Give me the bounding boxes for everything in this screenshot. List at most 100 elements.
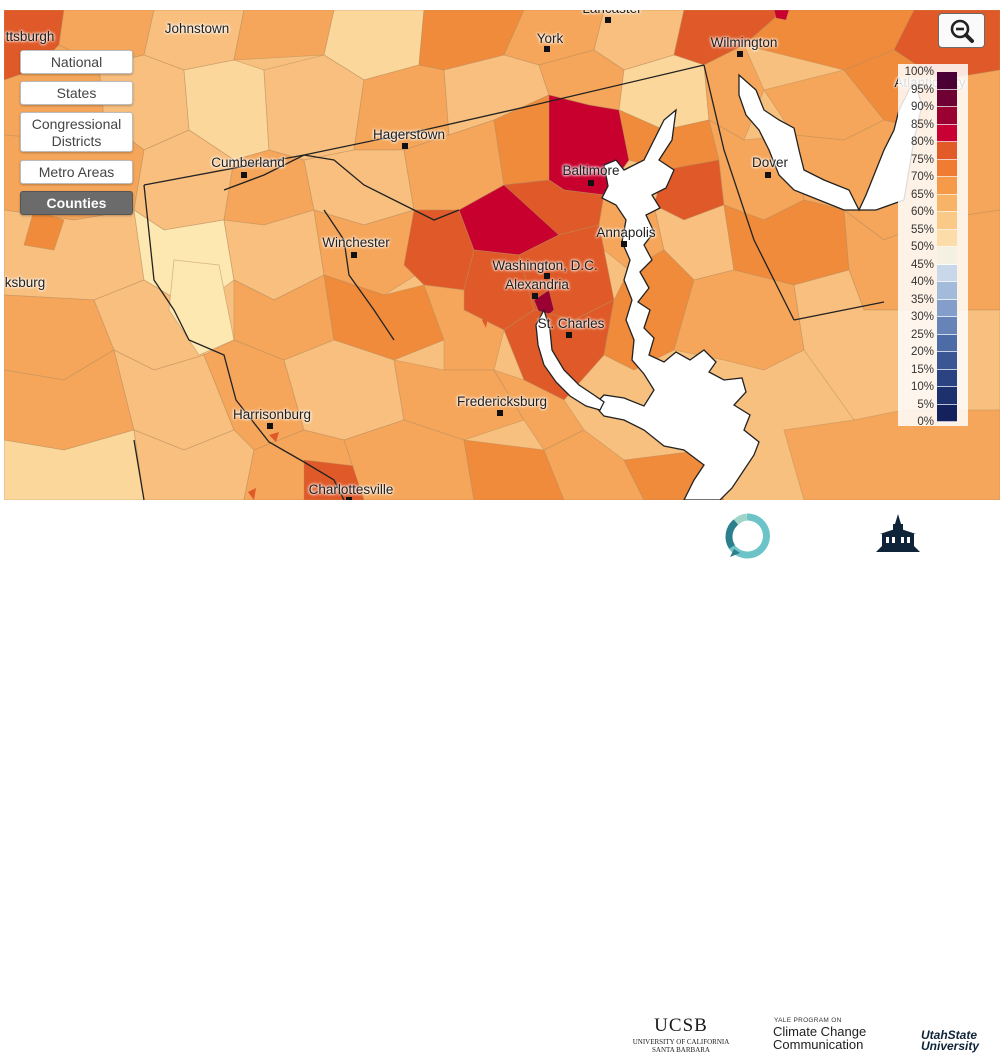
legend-label: 10%	[910, 381, 934, 393]
footer: UCSB UNIVERSITY OF CALIFORNIA SANTA BARB…	[0, 500, 1000, 1054]
legend-swatch	[937, 107, 957, 125]
md-wv-border	[223, 154, 460, 221]
legend-label: 40%	[910, 276, 934, 288]
pa-md-border	[143, 64, 705, 186]
legend-label: 65%	[910, 188, 934, 201]
legend-swatch	[937, 264, 957, 282]
legend-swatch	[937, 72, 957, 90]
geo-button-national[interactable]: National	[20, 50, 133, 74]
chesapeake-bay	[593, 108, 760, 500]
legend-swatch	[937, 159, 957, 177]
zoom-out-button[interactable]	[938, 13, 985, 48]
county-layer	[4, 10, 1000, 500]
city-marker	[737, 51, 743, 57]
wv-va-border	[143, 184, 345, 500]
legend-swatch	[937, 212, 957, 230]
legend-label: 85%	[910, 118, 934, 131]
usu-old-main-logo-icon	[876, 514, 920, 552]
legend-label: 90%	[910, 101, 934, 113]
city-marker	[402, 143, 408, 149]
legend-label: 30%	[910, 311, 934, 323]
yale-program-label: YALE PROGRAM ON	[774, 1017, 842, 1024]
county	[773, 10, 790, 21]
county	[673, 269, 805, 371]
geo-button-states[interactable]: States	[20, 81, 133, 105]
md-de-border	[703, 64, 795, 321]
state-borders	[133, 64, 885, 500]
city-marker	[544, 273, 550, 279]
ucsb-subtitle-line1: UNIVERSITY OF CALIFORNIA	[632, 1038, 730, 1046]
city-marker	[621, 241, 627, 247]
legend-label: 70%	[910, 171, 934, 183]
geo-button-congressional-districts[interactable]: Congressional Districts	[20, 112, 133, 152]
legend-label: 75%	[910, 153, 934, 166]
county	[4, 209, 145, 301]
de-border-south	[793, 301, 885, 321]
city-marker	[566, 332, 572, 338]
county	[482, 316, 488, 328]
legend-label: 25%	[910, 328, 934, 341]
usu-name-line1: UtahState	[921, 1028, 978, 1042]
usu-name-line2: University	[921, 1039, 980, 1053]
city-marker	[241, 172, 247, 178]
legend-swatch	[937, 229, 957, 247]
legend-label: 20%	[910, 346, 934, 358]
yale-program-name: Climate Change Communication	[773, 1025, 866, 1051]
legend-label: 5%	[917, 398, 934, 411]
color-legend: 100% 95% 90% 85% 80% 75% 70% 65% 60% 55% 50% 45% 40%…	[898, 64, 968, 428]
legend-swatch	[937, 142, 957, 160]
yale-name-line2: Communication	[773, 1037, 864, 1052]
legend-swatch	[937, 177, 957, 195]
city-marker	[765, 172, 771, 178]
legend-label: 0%	[917, 416, 934, 428]
potomac-river	[535, 308, 605, 411]
county	[263, 54, 365, 161]
legend-swatch	[937, 387, 957, 405]
legend-label: 100%	[904, 66, 934, 78]
legend-label: 15%	[910, 363, 934, 376]
city-marker	[267, 423, 273, 429]
geo-button-metro-areas[interactable]: Metro Areas	[20, 160, 133, 184]
yale-name-line1: Climate Change	[773, 1024, 867, 1039]
county	[23, 209, 65, 251]
ucsb-logo-subtitle: UNIVERSITY OF CALIFORNIA SANTA BARBARA	[622, 1038, 740, 1054]
county	[783, 409, 1000, 500]
water-layer	[535, 73, 923, 500]
legend-swatch	[937, 352, 957, 370]
choropleth-map[interactable]: JohnstownLancasterYorkWilmingtonHagersto…	[4, 10, 1000, 500]
legend-swatch	[937, 247, 957, 265]
legend-swatch	[937, 299, 957, 317]
legend-label: 50%	[910, 241, 934, 253]
wv-va-border-2	[323, 209, 395, 341]
city-marker	[605, 17, 611, 23]
legend-label: 80%	[910, 136, 934, 148]
legend-swatch	[937, 317, 957, 335]
county	[248, 488, 256, 500]
legend-swatch	[937, 334, 957, 352]
legend-label: 45%	[910, 258, 934, 271]
city-marker	[351, 252, 357, 258]
va-border-west	[133, 439, 145, 500]
zoom-out-icon	[950, 19, 974, 43]
legend-label: 35%	[910, 293, 934, 306]
county-map-svg[interactable]	[4, 10, 1000, 500]
city-marker	[346, 497, 352, 500]
county	[233, 10, 335, 61]
county	[269, 432, 279, 442]
city-marker	[544, 46, 550, 52]
city-marker	[497, 410, 503, 416]
legend-swatch	[937, 124, 957, 142]
legend-swatch	[937, 404, 957, 422]
legend-swatch	[937, 194, 957, 212]
city-marker	[588, 180, 594, 186]
county	[463, 439, 565, 500]
geo-button-counties[interactable]: Counties	[20, 191, 133, 215]
ucsb-logo-title: UCSB	[654, 1015, 708, 1036]
legend-label: 55%	[910, 223, 934, 236]
yale-climate-logo-icon	[725, 513, 770, 559]
county	[423, 284, 505, 371]
usu-logo-text: UtahState University	[921, 1028, 980, 1053]
legend-swatch	[937, 369, 957, 387]
legend-swatch	[937, 282, 957, 300]
legend-label: 95%	[910, 83, 934, 96]
